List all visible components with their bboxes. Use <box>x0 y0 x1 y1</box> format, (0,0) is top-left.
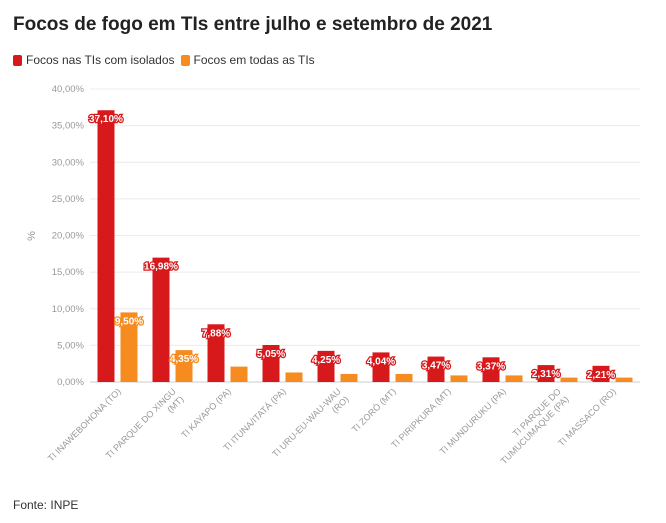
bar-todas <box>450 375 468 382</box>
chart-title: Focos de fogo em TIs entre julho e setem… <box>13 14 493 35</box>
bar-todas <box>230 366 248 382</box>
data-label: 3,47% <box>422 361 450 372</box>
bar-isolados <box>97 110 115 383</box>
x-tick-label: TI PIRIPKURA (MT) <box>389 386 453 450</box>
bar-chart: 0,00% 5,00% 10,00% 15,00% 20,00% 25,00% 30,00%… <box>26 84 640 466</box>
bar-isolados <box>372 352 390 382</box>
bar-todas <box>505 375 523 382</box>
y-tick-label: 25,00% <box>52 194 85 205</box>
bar-isolados <box>317 350 335 382</box>
data-label: 4,35% <box>170 354 198 365</box>
bar-isolados <box>427 356 445 382</box>
bar-todas <box>615 377 633 382</box>
x-tick-label-line: TI MASSACO (RO) <box>556 386 618 448</box>
bar-isolados <box>262 345 280 382</box>
chart-legend: Focos nas TIs com isolados Focos em toda… <box>13 53 321 67</box>
data-label: 7,88% <box>202 328 230 339</box>
x-tick-label: TI KAYAPÓ (PA) <box>179 386 233 440</box>
source-note: Fonte: INPE <box>13 498 79 512</box>
y-tick-label: 0,00% <box>57 377 84 388</box>
data-label: 2,31% <box>532 369 560 380</box>
bar-todas <box>175 350 193 382</box>
y-tick-label: 40,00% <box>52 84 85 95</box>
bar-isolados <box>152 257 170 382</box>
bar-isolados <box>537 365 555 382</box>
y-tick-label: 35,00% <box>52 121 85 132</box>
data-label: 4,04% <box>367 356 395 367</box>
data-label: 37,10% <box>89 114 123 125</box>
legend-item-todas[interactable]: Focos em todas as TIs <box>180 53 315 67</box>
legend-item-isolados[interactable]: Focos nas TIs com isolados <box>13 53 175 67</box>
x-tick-label: TI ZORÓ (MT) <box>350 386 398 434</box>
x-tick-label-line: TUMUCUMAQUE (PA) <box>499 394 571 466</box>
y-axis-label: % <box>26 231 38 241</box>
bar-todas <box>395 373 413 382</box>
data-label: 2,21% <box>587 370 615 381</box>
y-tick-label: 20,00% <box>52 231 85 242</box>
y-tick-label: 30,00% <box>52 157 85 168</box>
data-label: 3,37% <box>477 361 505 372</box>
y-tick-label: 10,00% <box>52 304 85 315</box>
bar-todas <box>120 312 138 382</box>
bar-isolados <box>482 357 500 382</box>
data-label: 9,50% <box>115 316 143 327</box>
bar-isolados <box>207 324 225 382</box>
data-label: 16,98% <box>144 262 178 273</box>
legend-label-isolados: Focos nas TIs com isolados <box>26 53 175 67</box>
x-tick-label-line: TI PIRIPKURA (MT) <box>389 386 453 450</box>
x-tick-label: TI ITUNA/ITATÁ (PA) <box>221 386 287 452</box>
x-tick-label-line: TI ZORÓ (MT) <box>350 386 398 434</box>
x-tick-label-line: TI KAYAPÓ (PA) <box>179 386 233 440</box>
legend-label-todas: Focos em todas as TIs <box>193 53 315 67</box>
bar-todas <box>340 373 358 382</box>
x-tick-label: TI MASSACO (RO) <box>556 386 618 448</box>
bar-todas <box>285 372 303 382</box>
data-label: 4,25% <box>312 355 340 366</box>
bar-todas <box>560 377 578 382</box>
y-tick-label: 15,00% <box>52 267 85 278</box>
data-label: 5,05% <box>257 349 285 360</box>
x-tick-label-line: TI ITUNA/ITATÁ (PA) <box>221 386 287 452</box>
legend-swatch-isolados <box>13 54 22 66</box>
bar-isolados <box>592 365 610 382</box>
legend-swatch-todas <box>180 54 190 66</box>
y-tick-label: 5,00% <box>57 340 84 351</box>
